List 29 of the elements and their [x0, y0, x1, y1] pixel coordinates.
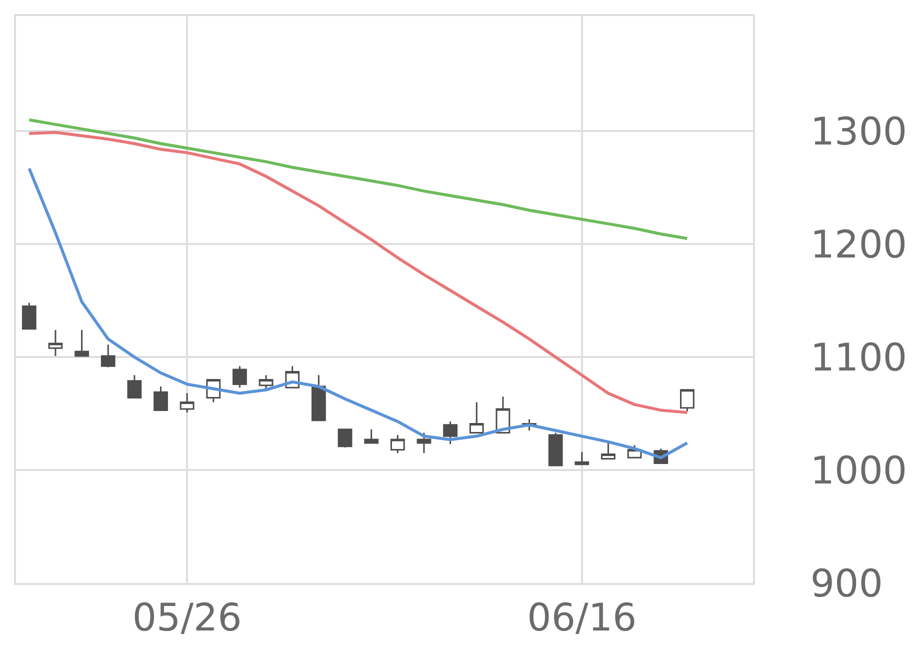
candlestick — [364, 428, 379, 444]
candlestick — [48, 329, 63, 357]
candlestick — [338, 428, 352, 448]
x-tick-label: 05/26 — [132, 595, 242, 640]
candlestick — [390, 434, 405, 454]
line-series — [28, 130, 689, 414]
line-series — [28, 118, 689, 240]
candlestick — [312, 374, 326, 422]
y-tick-label: 1000 — [810, 448, 908, 492]
line-series — [28, 166, 689, 460]
candlestick — [601, 441, 616, 460]
candlestick — [232, 365, 247, 388]
candlestick — [548, 432, 563, 466]
candlestick — [574, 451, 590, 466]
y-tick-label: 900 — [810, 561, 883, 606]
candlestick — [127, 374, 142, 399]
y-tick-label: 1300 — [810, 110, 908, 154]
candlestick — [22, 302, 36, 330]
candlestick — [469, 402, 484, 434]
candlestick — [154, 386, 168, 411]
candlestick — [180, 392, 194, 414]
y-tick-label: 1200 — [810, 222, 908, 266]
candlestick — [680, 389, 694, 412]
x-tick-label: 06/16 — [527, 595, 637, 640]
candlestick — [74, 329, 89, 357]
candlestick — [443, 420, 458, 445]
candlestick — [100, 344, 116, 368]
candlestick — [416, 432, 432, 454]
y-tick-label: 1100 — [810, 335, 908, 380]
